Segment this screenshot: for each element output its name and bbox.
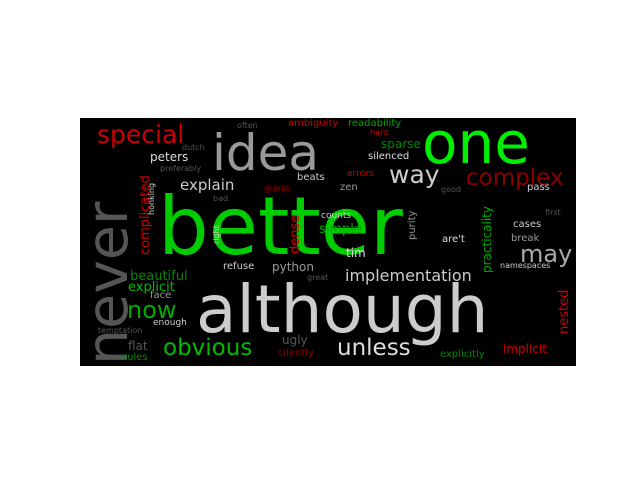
word-bad: bad [213, 194, 229, 203]
word-hard: hard [370, 128, 389, 137]
word-flat: flat [128, 339, 148, 353]
word-first: first [545, 208, 561, 217]
word-arent: are't [442, 234, 465, 245]
word-pass: pass [527, 182, 550, 193]
word-may: may [520, 240, 573, 268]
word-temptation: temptation [98, 326, 143, 335]
word-peters: peters [150, 150, 189, 164]
word-right: right [212, 225, 221, 244]
word-ugly: ugly [282, 333, 308, 347]
word-although: although [196, 271, 489, 348]
word-break: break [511, 233, 540, 244]
word-beautiful: beautiful [130, 269, 188, 284]
word-silently: silently [278, 348, 314, 359]
word-one: one [422, 118, 530, 177]
word-enough: enough [153, 318, 187, 328]
word-nested: nested [557, 289, 572, 334]
word-refuse: refuse [223, 261, 255, 272]
word-sparse: sparse [381, 137, 421, 151]
word-special: special [97, 120, 185, 149]
word-tim: tim [346, 246, 366, 260]
word-purity: purity [407, 210, 418, 240]
word-cloud: never better although one idea complex s… [80, 118, 576, 366]
word-unless: unless [337, 335, 411, 361]
word-better: better [158, 180, 403, 273]
word-zen: zen [340, 182, 358, 193]
word-explicit: explicit [128, 280, 175, 295]
word-often: often [237, 121, 258, 130]
word-silenced: silenced [368, 151, 410, 162]
word-dutch: dutch [182, 143, 205, 152]
word-complex: complex [466, 165, 564, 191]
word-python: python [272, 260, 314, 274]
word-idea: idea [212, 124, 320, 182]
word-implementation: implementation [345, 266, 472, 285]
word-guess: guess [264, 184, 291, 194]
word-explain: explain [180, 176, 235, 194]
word-good: good [441, 185, 461, 194]
word-honking: honking [147, 182, 156, 215]
word-dense: dense [288, 214, 303, 254]
word-explicitly: explicitly [440, 349, 485, 360]
word-readability: readability [348, 118, 402, 129]
word-face: face [150, 290, 172, 301]
word-errors: errors [347, 169, 374, 179]
word-preferably: preferably [160, 164, 202, 173]
word-practicality: practicality [480, 206, 494, 273]
word-rules: rules [123, 352, 148, 363]
word-namespaces: namespaces [500, 261, 551, 270]
word-counts: counts [321, 211, 352, 221]
word-great: great [307, 273, 329, 282]
word-simple: simple [319, 222, 362, 237]
word-cases: cases [513, 219, 542, 230]
word-obvious: obvious [163, 335, 253, 361]
word-implicit: implicit [503, 342, 547, 356]
word-way: way [389, 160, 440, 189]
word-beats: beats [297, 172, 325, 183]
word-ambiguity: ambiguity [288, 118, 339, 129]
word-now: now [127, 296, 177, 324]
